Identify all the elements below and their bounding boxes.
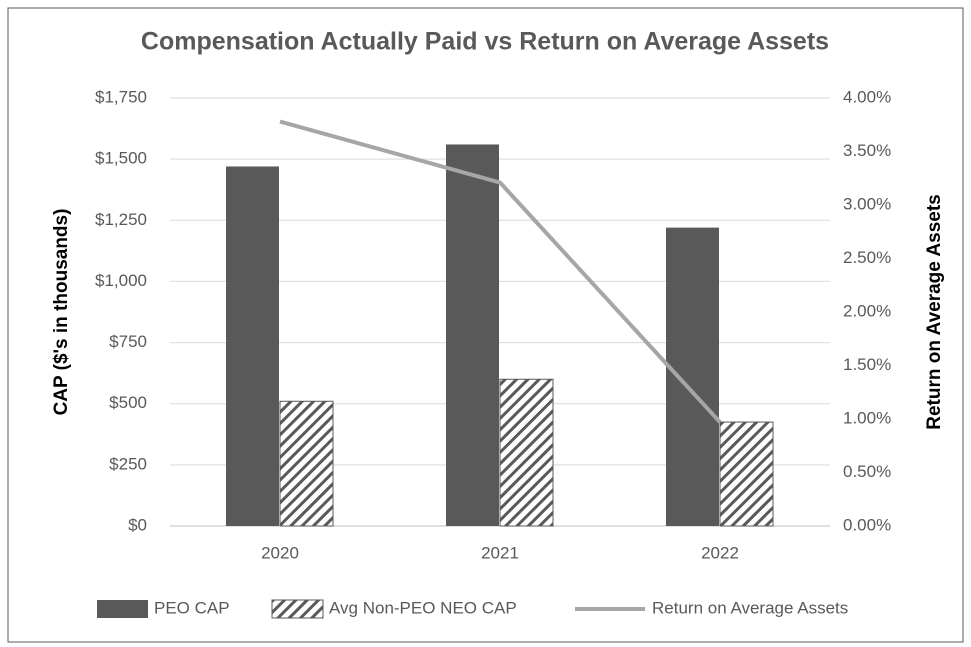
bar xyxy=(446,144,499,526)
y2-tick-label: 1.00% xyxy=(843,408,891,427)
bar xyxy=(226,166,279,527)
y2-tick-label: 0.00% xyxy=(843,515,891,534)
y2-tick-label: 3.00% xyxy=(843,194,891,213)
legend-label: Avg Non-PEO NEO CAP xyxy=(329,598,517,617)
y-tick-label: $250 xyxy=(109,454,147,473)
y2-tick-label: 4.00% xyxy=(843,87,891,106)
chart-title: Compensation Actually Paid vs Return on … xyxy=(141,28,829,56)
y2-tick-label: 2.00% xyxy=(843,301,891,320)
y-tick-label: $1,000 xyxy=(95,271,147,290)
legend-swatch xyxy=(271,599,324,619)
x-tick-label: 2022 xyxy=(701,543,739,562)
y-tick-label: $0 xyxy=(128,515,147,534)
y-tick-label: $1,250 xyxy=(95,210,147,229)
y2-tick-label: 0.50% xyxy=(843,462,891,481)
bar xyxy=(666,227,719,526)
y-tick-label: $1,750 xyxy=(95,87,147,106)
y-tick-label: $750 xyxy=(109,332,147,351)
y2-axis-title: Return on Average Assets xyxy=(924,194,945,429)
bar xyxy=(499,378,554,527)
bar xyxy=(719,421,774,527)
y-axis-title: CAP ($'s in thousands) xyxy=(51,209,72,416)
legend-label: Return on Average Assets xyxy=(652,598,848,617)
legend-label: PEO CAP xyxy=(154,598,230,617)
y2-tick-label: 3.50% xyxy=(843,141,891,160)
y2-tick-label: 2.50% xyxy=(843,248,891,267)
x-tick-label: 2020 xyxy=(261,543,299,562)
y-tick-label: $1,500 xyxy=(95,149,147,168)
y2-tick-label: 1.50% xyxy=(843,355,891,374)
y-tick-label: $500 xyxy=(109,393,147,412)
legend-swatch xyxy=(97,600,148,618)
x-tick-label: 2021 xyxy=(481,543,519,562)
line-series xyxy=(279,119,722,424)
bar xyxy=(279,400,334,527)
